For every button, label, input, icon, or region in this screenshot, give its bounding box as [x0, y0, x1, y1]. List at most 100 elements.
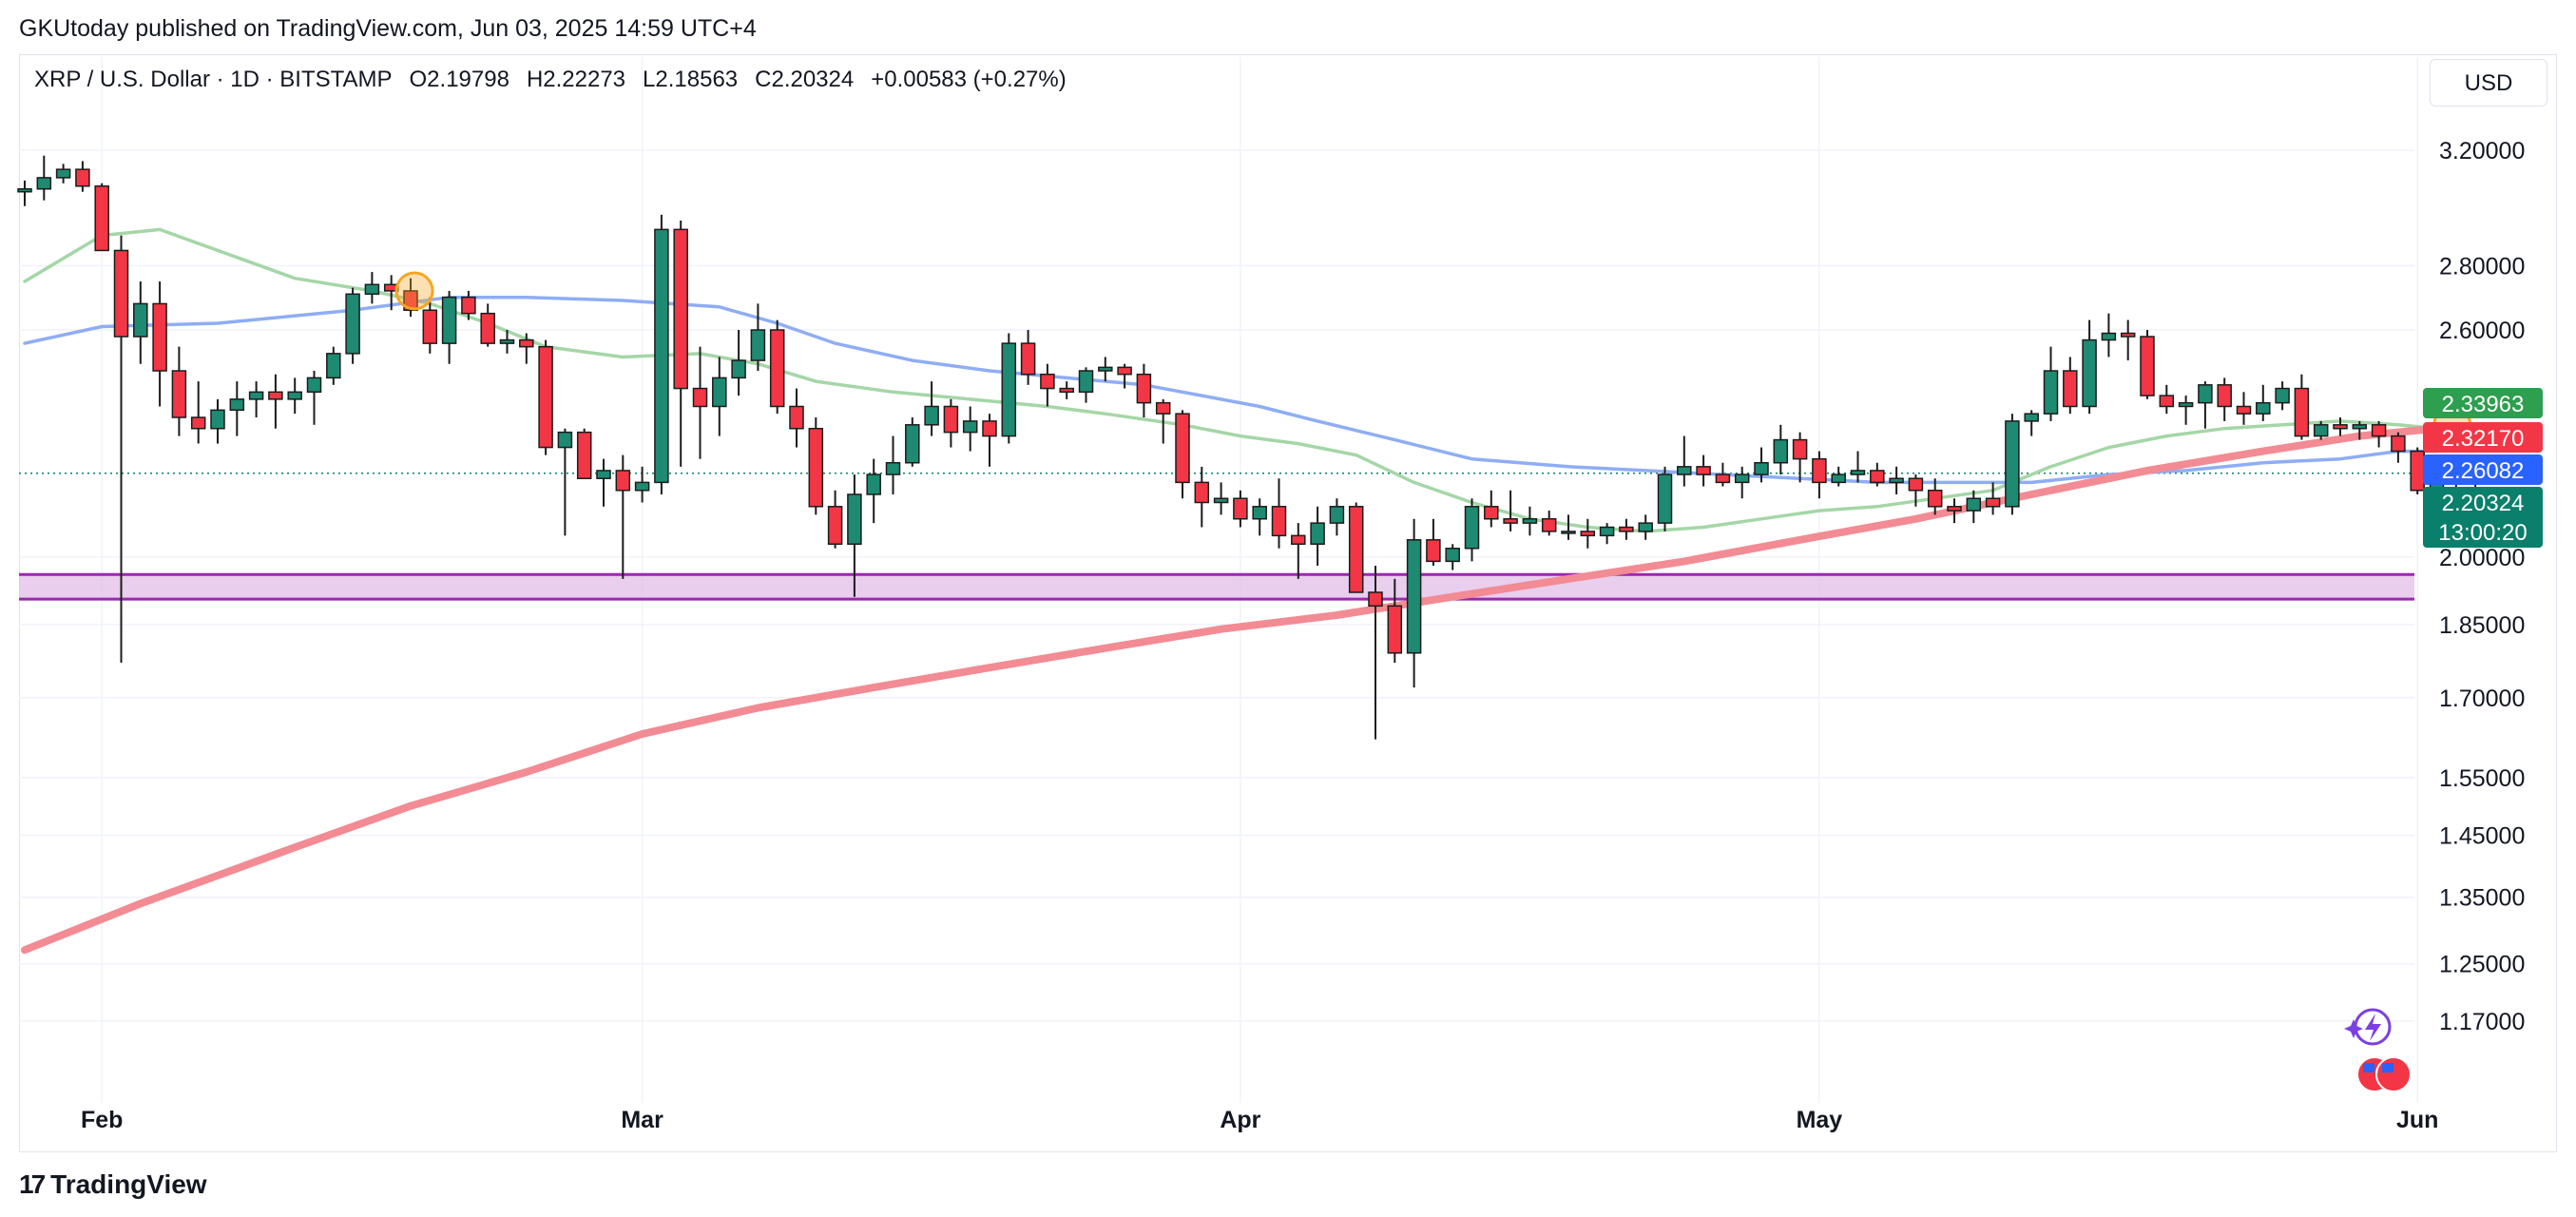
- candle-body: [1734, 473, 1750, 484]
- candle-body: [2159, 395, 2175, 408]
- candle-body: [808, 427, 824, 508]
- candle-body: [403, 290, 418, 311]
- candle-body: [750, 329, 766, 361]
- chart-frame: [19, 54, 2557, 1152]
- candle-body: [1252, 506, 1267, 520]
- y-tick-label: 1.25000: [2439, 952, 2525, 978]
- candle-body: [2101, 332, 2117, 341]
- candle-body: [1503, 518, 1518, 524]
- candle-body: [1927, 490, 1943, 508]
- candle-body: [2024, 413, 2039, 422]
- x-tick-label: Mar: [621, 1107, 663, 1133]
- candle-body: [1599, 526, 1615, 537]
- y-tick-label: 1.45000: [2439, 823, 2525, 850]
- candle-body: [673, 228, 688, 390]
- candle-body: [982, 420, 997, 437]
- candle-body: [634, 481, 650, 492]
- candle-body: [1580, 531, 1596, 537]
- candle-body: [2294, 387, 2310, 437]
- candle-body: [248, 391, 264, 400]
- candle-body: [2410, 450, 2425, 492]
- candle-body: [885, 461, 901, 475]
- x-tick-label: Jun: [2396, 1107, 2438, 1133]
- candle-body: [422, 309, 438, 344]
- flag-canton-icon: [2363, 1063, 2374, 1072]
- candle-body: [1696, 466, 1711, 475]
- candle-body: [1850, 470, 1866, 475]
- candle-body: [268, 391, 283, 400]
- candle-body: [2198, 384, 2213, 404]
- symbol-legend: XRP / U.S. Dollar · 1D · BITSTAMP O2.1979…: [34, 67, 1084, 93]
- candle-body: [345, 293, 360, 355]
- candle-body: [36, 177, 52, 190]
- candle-body: [1831, 473, 1846, 484]
- candle-body: [2236, 405, 2252, 415]
- tradingview-logo-icon: 17: [19, 1169, 46, 1199]
- candle-body: [1406, 539, 1422, 654]
- candle-body: [692, 387, 708, 408]
- candle-body: [1812, 457, 1827, 484]
- candle-body: [557, 431, 573, 449]
- price-badge: [2423, 388, 2543, 418]
- candle-body: [1657, 473, 1673, 524]
- y-tick-label: 2.60000: [2439, 318, 2525, 344]
- x-tick-label: Apr: [1220, 1107, 1260, 1133]
- moving-averages: [21, 227, 2441, 955]
- candle-body: [654, 228, 669, 484]
- candle-body: [827, 506, 843, 546]
- candle-body: [1985, 497, 2001, 508]
- candle-body: [2333, 424, 2348, 430]
- candle-body: [499, 338, 515, 344]
- candle-body: [1638, 522, 1653, 532]
- candle-body: [1484, 506, 1499, 520]
- tradingview-logo[interactable]: 17 TradingView: [19, 1169, 207, 1200]
- legend-low: L2.18563: [643, 67, 739, 92]
- candle-body: [1426, 539, 1441, 563]
- candle-body: [326, 353, 341, 379]
- legend-high: H2.22273: [526, 67, 626, 92]
- candle-body: [1773, 438, 1789, 464]
- candle-body: [1464, 506, 1480, 550]
- candle-body: [2005, 420, 2020, 508]
- candle-body: [962, 420, 978, 434]
- candle-body: [229, 398, 245, 412]
- currency-button[interactable]: USD: [2430, 59, 2547, 106]
- candle-body: [94, 185, 109, 252]
- candle-body: [1040, 373, 1055, 390]
- candle-body: [2082, 338, 2097, 408]
- candle-body: [1117, 366, 1132, 376]
- legend-open: O2.19798: [409, 67, 509, 92]
- medium-sma-line: [23, 295, 2439, 485]
- candle-body: [615, 470, 631, 492]
- candle-body: [1445, 548, 1460, 563]
- candle-body: [596, 470, 611, 479]
- candle-body: [441, 296, 457, 344]
- candles: [17, 155, 2503, 740]
- x-tick-label: May: [1797, 1107, 1843, 1133]
- candle-body: [1541, 518, 1557, 532]
- candle-body: [1001, 342, 1017, 437]
- y-tick-label: 1.85000: [2439, 612, 2525, 639]
- candle-body: [1310, 522, 1325, 546]
- candle-body: [1677, 466, 1692, 475]
- candle-body: [1136, 373, 1152, 404]
- candle-body: [1213, 497, 1229, 504]
- candle-body: [364, 283, 380, 296]
- candle-body: [2043, 370, 2059, 415]
- candle-body: [17, 187, 32, 193]
- candle-body: [847, 493, 862, 546]
- candle-body: [2217, 384, 2232, 408]
- candle-body: [1619, 526, 1634, 532]
- long-sma-line: [21, 424, 2441, 955]
- legend-symbol[interactable]: XRP / U.S. Dollar · 1D · BITSTAMP: [34, 67, 393, 92]
- cross-markers: [394, 271, 2472, 445]
- y-tick-label: 1.35000: [2439, 885, 2525, 912]
- short-sma-line: [23, 227, 2439, 533]
- candle-body: [866, 473, 881, 495]
- candle-body: [152, 302, 167, 372]
- price-badge: [2423, 454, 2543, 485]
- candle-body: [2140, 336, 2155, 396]
- y-tick-label: 1.70000: [2439, 686, 2525, 712]
- lightning-bolt-icon: [2365, 1014, 2381, 1041]
